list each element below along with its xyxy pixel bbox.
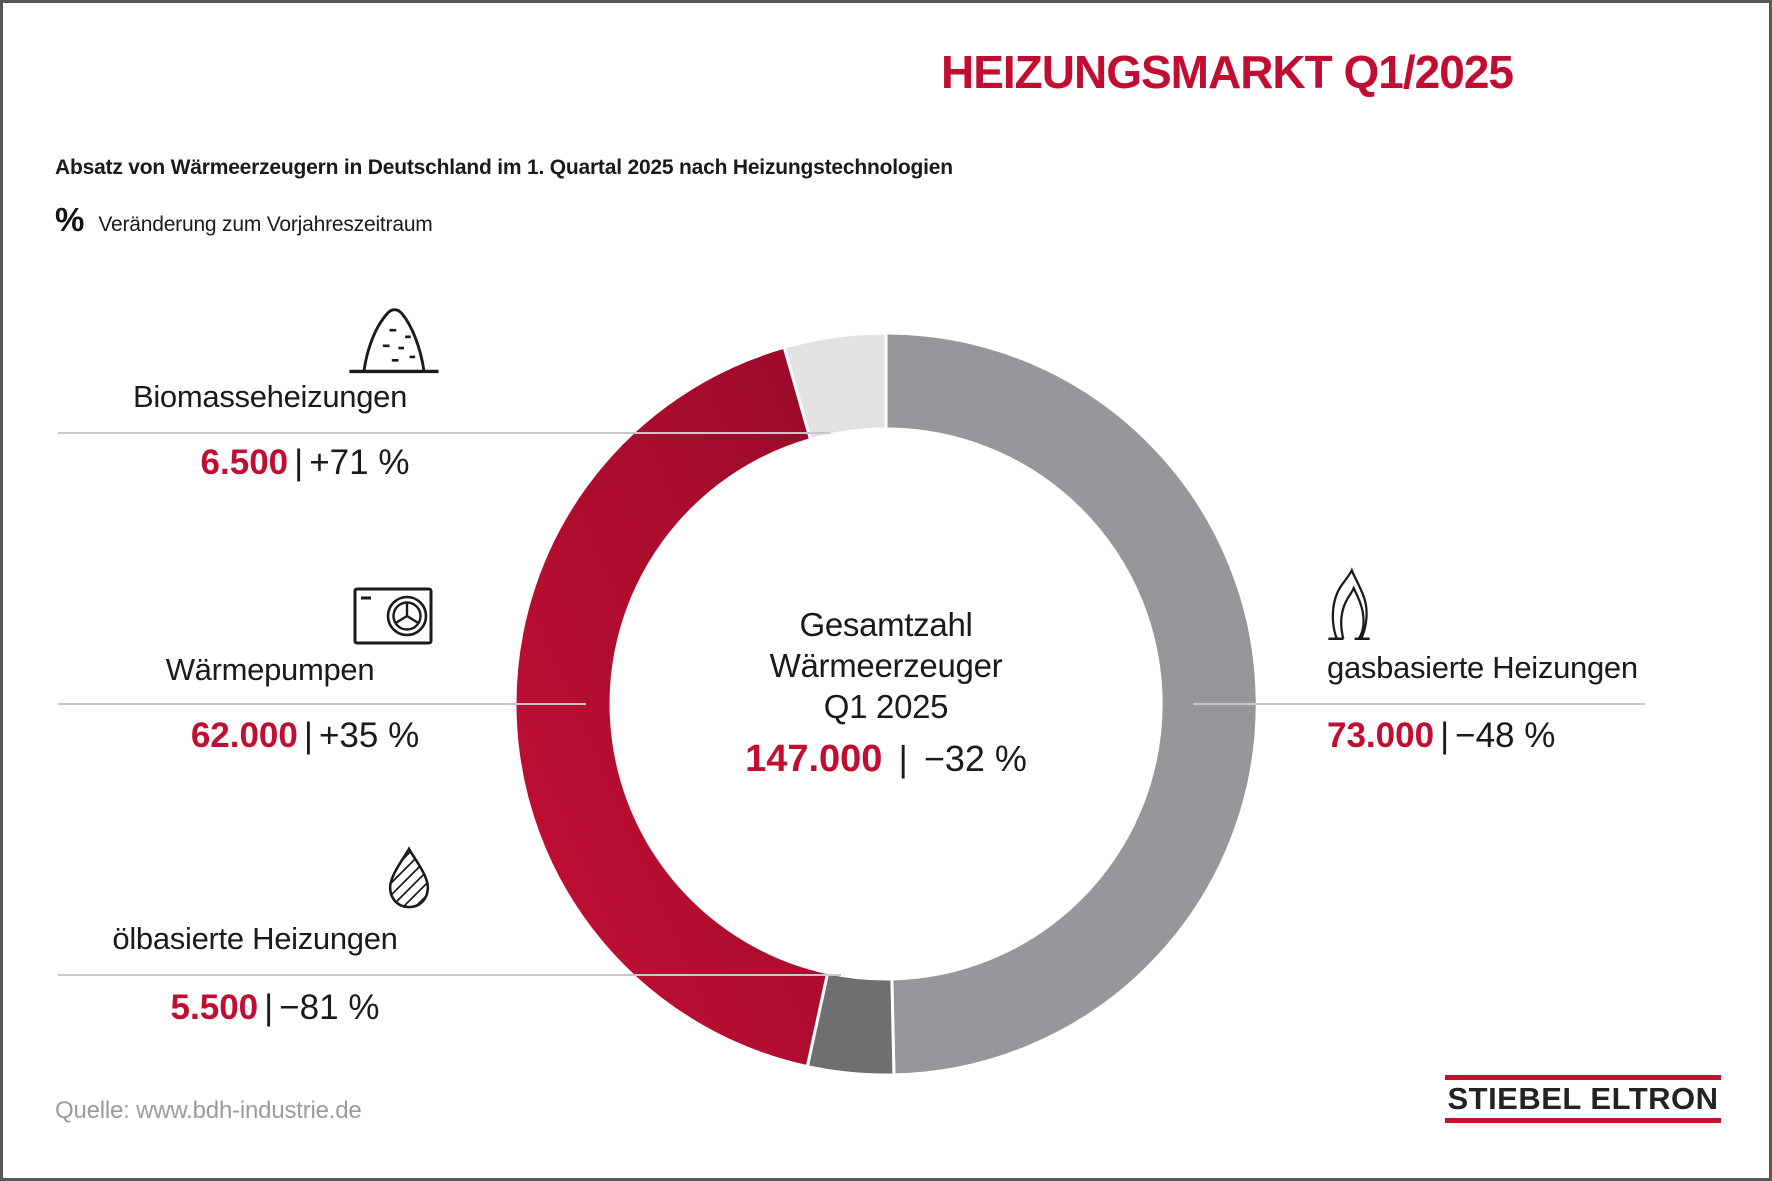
heat-pump-change: +35 % — [318, 716, 420, 755]
biomass-value-row: 6.500 | +71 % — [55, 443, 555, 483]
gas-value: 73.000 — [1327, 716, 1435, 755]
percent-symbol: % — [55, 201, 85, 238]
logo-text: STIEBEL ELTRON — [1447, 1081, 1719, 1116]
biomass-value: 6.500 — [200, 443, 289, 482]
stiebel-eltron-logo: STIEBEL ELTRON — [1445, 1075, 1721, 1123]
pipe-separator: | — [303, 716, 313, 755]
oil-change: −81 % — [279, 988, 380, 1027]
heat-pump-icon — [353, 587, 433, 645]
oil-value: 5.500 — [170, 988, 259, 1027]
biomass-change: +71 % — [309, 443, 410, 482]
legend-text: Veränderung zum Vorjahreszeitraum — [98, 213, 433, 236]
biomass-leader-line — [58, 432, 830, 434]
biomass-pile-icon — [345, 299, 443, 377]
oil-label: ölbasierte Heizungen — [112, 921, 398, 956]
logo-bottom-bar — [1445, 1118, 1721, 1123]
oil-leader-line — [58, 974, 841, 976]
change-legend: % Veränderung zum Vorjahreszeitraum — [55, 201, 433, 239]
center-label-line1: Gesamtzahl — [799, 606, 973, 643]
heat-pump-value-row: 62.000 | +35 % — [55, 716, 555, 756]
pipe-separator: | — [264, 988, 274, 1027]
total-change: −32 % — [923, 738, 1027, 779]
source-text: Quelle: www.bdh-industrie.de — [55, 1097, 362, 1124]
gas-leader-line — [1193, 703, 1645, 705]
gas-flame-icon — [1319, 566, 1379, 644]
pipe-separator: | — [898, 738, 908, 779]
donut-center-label: Gesamtzahl Wärmeerzeuger Q1 2025 147.000… — [686, 604, 1086, 781]
pipe-separator: | — [294, 443, 304, 482]
page-title: HEIZUNGSMARKT Q1/2025 — [940, 46, 1514, 98]
gas-label: gasbasierte Heizungen — [1327, 650, 1638, 685]
heat-pump-leader-line — [58, 703, 586, 705]
oil-value-row: 5.500 | −81 % — [55, 988, 495, 1028]
donut-chart — [515, 333, 1257, 1075]
pipe-separator: | — [1440, 716, 1450, 755]
total-value-row: 147.000 | −32 % — [686, 738, 1086, 781]
heat-pump-label: Wärmepumpen — [165, 652, 375, 687]
donut-segment — [515, 345, 830, 1069]
heat-pump-value: 62.000 — [190, 716, 298, 755]
biomass-label: Biomasseheizungen — [132, 379, 408, 414]
logo-top-bar — [1445, 1075, 1721, 1080]
total-value: 147.000 — [745, 738, 883, 780]
oil-drop-icon — [385, 843, 433, 913]
center-label-line3: Q1 2025 — [823, 688, 949, 725]
subtitle: Absatz von Wärmeerzeugern in Deutschland… — [55, 156, 953, 179]
gas-value-row: 73.000 | −48 % — [1327, 716, 1555, 756]
donut-segment — [782, 333, 888, 442]
gas-change: −48 % — [1455, 716, 1556, 755]
center-label-line2: Wärmeerzeuger — [769, 647, 1003, 684]
donut-segment — [884, 333, 1257, 1075]
